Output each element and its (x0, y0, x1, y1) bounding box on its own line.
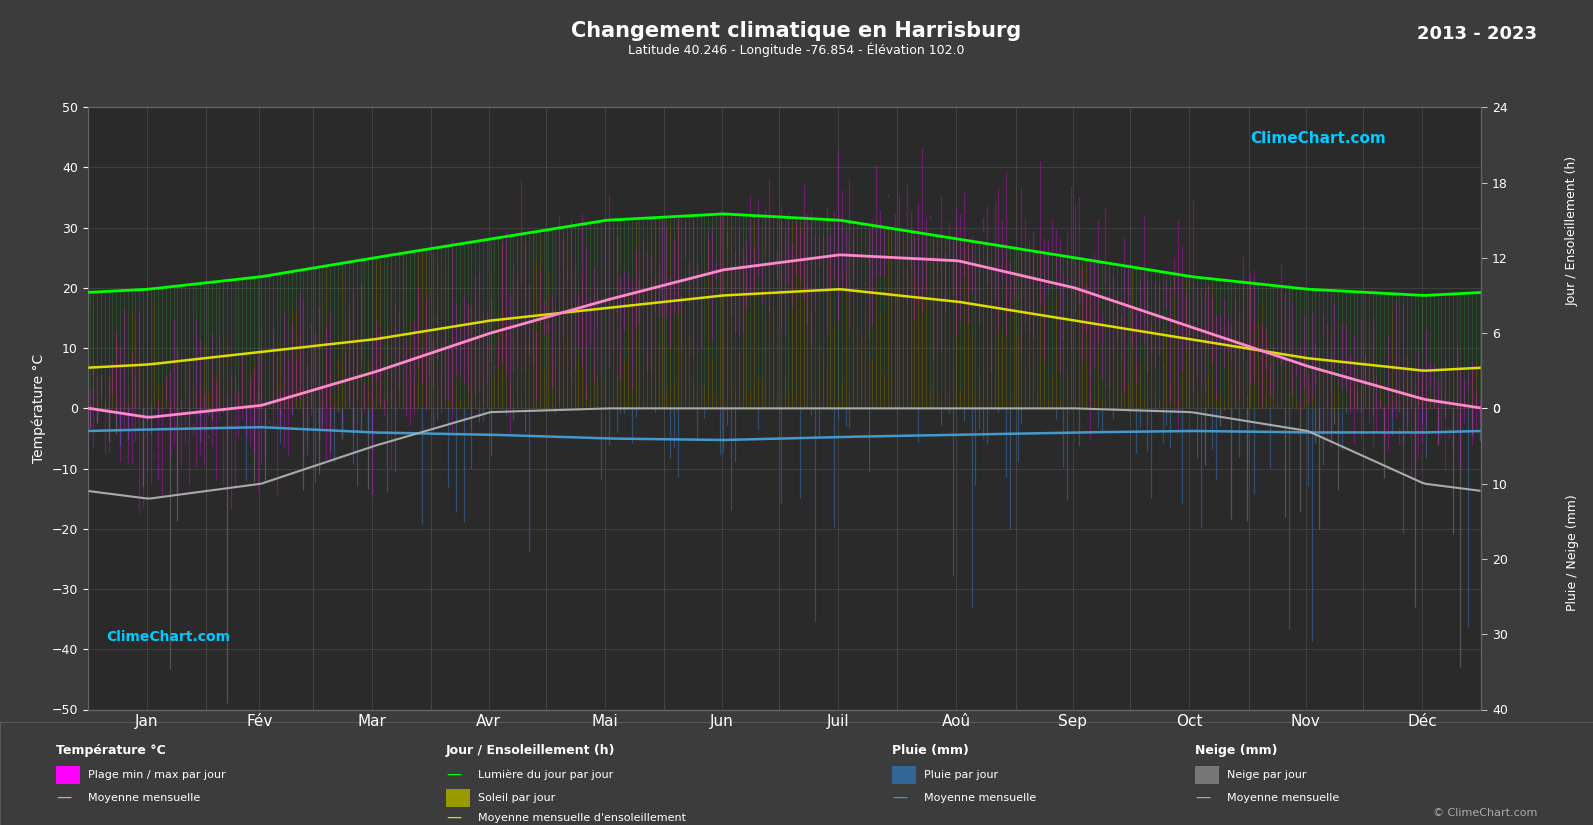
Text: Changement climatique en Harrisburg: Changement climatique en Harrisburg (572, 21, 1021, 40)
Text: —: — (446, 810, 462, 825)
Text: ClimeChart.com: ClimeChart.com (107, 630, 231, 644)
Text: —: — (892, 790, 908, 805)
Text: Jour / Ensoleillement (h): Jour / Ensoleillement (h) (1566, 156, 1579, 306)
Text: © ClimeChart.com: © ClimeChart.com (1432, 808, 1537, 818)
Text: Moyenne mensuelle: Moyenne mensuelle (924, 793, 1035, 803)
Text: ClimeChart.com: ClimeChart.com (1251, 131, 1386, 146)
Text: Plage min / max par jour: Plage min / max par jour (88, 770, 225, 780)
Text: Jour / Ensoleillement (h): Jour / Ensoleillement (h) (446, 744, 615, 757)
Y-axis label: Température °C: Température °C (32, 354, 46, 463)
Text: Moyenne mensuelle d'ensoleillement: Moyenne mensuelle d'ensoleillement (478, 813, 687, 823)
Text: Pluie par jour: Pluie par jour (924, 770, 999, 780)
Text: Température °C: Température °C (56, 744, 166, 757)
Text: 2013 - 2023: 2013 - 2023 (1418, 25, 1537, 43)
Text: Pluie / Neige (mm): Pluie / Neige (mm) (1566, 494, 1579, 611)
Text: Moyenne mensuelle: Moyenne mensuelle (1227, 793, 1338, 803)
Text: Neige par jour: Neige par jour (1227, 770, 1306, 780)
Text: Latitude 40.246 - Longitude -76.854 - Élévation 102.0: Latitude 40.246 - Longitude -76.854 - Él… (628, 43, 965, 58)
Text: —: — (56, 790, 72, 805)
Text: Pluie (mm): Pluie (mm) (892, 744, 969, 757)
Text: Lumière du jour par jour: Lumière du jour par jour (478, 770, 613, 780)
Text: —: — (1195, 790, 1211, 805)
Text: Moyenne mensuelle: Moyenne mensuelle (88, 793, 199, 803)
Text: Neige (mm): Neige (mm) (1195, 744, 1278, 757)
Text: —: — (446, 767, 462, 782)
Text: Soleil par jour: Soleil par jour (478, 793, 554, 803)
